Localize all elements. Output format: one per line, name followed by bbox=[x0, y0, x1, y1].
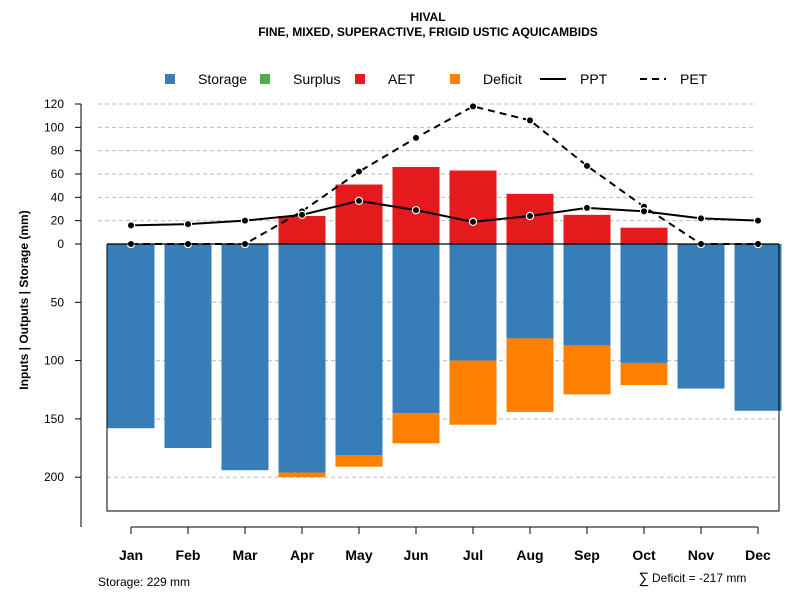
deficit-footnote: Deficit = -217 mm bbox=[652, 571, 746, 585]
y-tick-label: 40 bbox=[51, 190, 65, 204]
legend-swatch-surplus bbox=[260, 74, 270, 84]
ppt-point bbox=[411, 205, 421, 215]
legend-swatch-deficit bbox=[450, 74, 460, 84]
ppt-point bbox=[582, 203, 592, 213]
ppt-line bbox=[130, 199, 759, 227]
legend-label-storage: Storage bbox=[198, 71, 247, 87]
y-tick-label: 20 bbox=[51, 214, 65, 228]
aet-bar bbox=[563, 214, 611, 244]
deficit-bar bbox=[620, 362, 668, 386]
deficit-bar bbox=[278, 472, 326, 478]
storage-bar bbox=[506, 244, 554, 339]
deficit-bar bbox=[563, 345, 611, 395]
y-tick-label: 100 bbox=[44, 354, 64, 368]
storage-bar bbox=[392, 244, 440, 414]
deficit-bar bbox=[449, 360, 497, 425]
pet-point bbox=[468, 102, 478, 111]
x-tick-label: Nov bbox=[688, 547, 715, 563]
y-axis-label: Inputs | Outputs | Storage (mm) bbox=[17, 210, 31, 389]
x-tick-label: Feb bbox=[176, 547, 201, 563]
y-tick-label: 200 bbox=[44, 470, 64, 484]
storage-bar bbox=[107, 244, 155, 429]
y-tick-label: 60 bbox=[51, 167, 65, 181]
legend-label-deficit: Deficit bbox=[483, 71, 522, 87]
legend-label-pet: PET bbox=[680, 71, 708, 87]
ppt-point bbox=[297, 210, 307, 220]
series-lines bbox=[126, 102, 763, 249]
legend-label-surplus: Surplus bbox=[293, 71, 340, 87]
ppt-point bbox=[696, 214, 706, 223]
legend-label-aet: AET bbox=[388, 71, 416, 87]
pet-point bbox=[525, 116, 535, 125]
legend-swatch-storage bbox=[165, 74, 175, 84]
storage-bar bbox=[278, 244, 326, 473]
pet-point bbox=[354, 167, 364, 176]
deficit-bar bbox=[392, 413, 440, 444]
pet-point bbox=[582, 161, 592, 171]
deficit-bar bbox=[335, 455, 383, 467]
storage-bar bbox=[563, 244, 611, 346]
x-tick-label: Jul bbox=[463, 547, 483, 563]
chart-subtitle: FINE, MIXED, SUPERACTIVE, FRIGID USTIC A… bbox=[258, 25, 598, 39]
aet-bar bbox=[449, 170, 497, 244]
y-tick-label: 150 bbox=[44, 412, 64, 426]
legend-label-ppt: PPT bbox=[580, 71, 608, 87]
chart-title: HIVAL bbox=[410, 10, 445, 24]
storage-bar bbox=[449, 244, 497, 361]
pet-point bbox=[411, 133, 421, 143]
x-tick-label: Apr bbox=[290, 547, 315, 563]
x-tick-label: Sep bbox=[574, 547, 600, 563]
storage-bar bbox=[221, 244, 269, 471]
storage-footnote: Storage: 229 mm bbox=[98, 575, 190, 589]
deficit-sum-symbol: ∑ bbox=[639, 570, 650, 587]
aet-bar bbox=[392, 167, 440, 244]
legend: Storage Surplus AET Deficit PPT PET bbox=[165, 71, 708, 87]
lower-frame bbox=[106, 244, 780, 512]
ppt-point bbox=[354, 196, 364, 206]
ppt-point bbox=[240, 216, 250, 225]
y-tick-label: 0 bbox=[57, 237, 64, 251]
y-tick-label: 80 bbox=[51, 144, 65, 158]
ppt-point bbox=[753, 216, 763, 225]
deficit-bar bbox=[506, 338, 554, 412]
storage-bar bbox=[164, 244, 212, 449]
x-tick-label: Mar bbox=[233, 547, 258, 563]
ppt-point bbox=[639, 207, 649, 216]
axes: 0 20 40 60 80 100 120 50 100 150 200 Jan Feb Mar Apr Ma… bbox=[44, 97, 780, 563]
aet-bar bbox=[620, 227, 668, 244]
ppt-point bbox=[525, 211, 535, 221]
storage-bar bbox=[734, 244, 782, 411]
storage-bar bbox=[620, 244, 668, 363]
x-tick-label: Oct bbox=[632, 547, 656, 563]
y-tick-label: 50 bbox=[51, 295, 65, 309]
legend-swatch-aet bbox=[355, 74, 365, 84]
storage-bar bbox=[335, 244, 383, 456]
bars bbox=[107, 167, 782, 478]
ppt-point bbox=[183, 219, 193, 229]
x-tick-label: Dec bbox=[745, 547, 771, 563]
x-tick-label: Aug bbox=[516, 547, 543, 563]
y-tick-label: 100 bbox=[44, 120, 64, 134]
ppt-point bbox=[126, 221, 136, 230]
x-tick-label: Jun bbox=[404, 547, 429, 563]
aet-bar bbox=[335, 184, 383, 244]
x-tick-label: May bbox=[345, 547, 372, 563]
ppt-point bbox=[468, 217, 478, 227]
y-tick-label: 120 bbox=[44, 97, 64, 111]
x-tick-label: Jan bbox=[119, 547, 143, 563]
storage-bar bbox=[677, 244, 725, 389]
